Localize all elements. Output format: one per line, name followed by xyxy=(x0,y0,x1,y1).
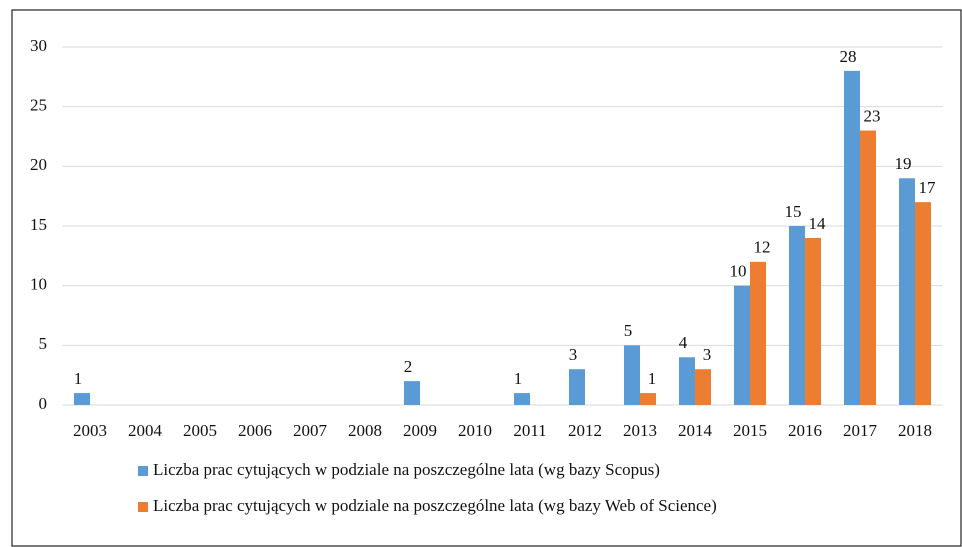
x-tick-label: 2003 xyxy=(73,421,107,440)
x-tick-label: 2016 xyxy=(788,421,822,440)
data-label: 15 xyxy=(785,202,802,221)
y-tick-label: 0 xyxy=(39,394,48,413)
legend-label: Liczba prac cytujących w podziale na pos… xyxy=(153,496,717,515)
y-tick-label: 20 xyxy=(30,155,47,174)
bar xyxy=(569,369,585,405)
bar xyxy=(640,393,656,405)
frame xyxy=(11,9,962,547)
x-tick-label: 2006 xyxy=(238,421,272,440)
data-label: 3 xyxy=(703,345,712,364)
legend-label: Liczba prac cytujących w podziale na pos… xyxy=(153,460,660,479)
data-label: 4 xyxy=(679,333,688,352)
y-tick-label: 5 xyxy=(39,334,48,353)
data-label: 19 xyxy=(895,154,912,173)
data-label: 5 xyxy=(624,321,633,340)
data-label: 17 xyxy=(919,178,937,197)
bar xyxy=(74,393,90,405)
data-label: 2 xyxy=(404,357,413,376)
y-tick-label: 30 xyxy=(30,36,47,55)
x-tick-label: 2015 xyxy=(733,421,767,440)
y-tick-label: 15 xyxy=(30,215,47,234)
data-label: 10 xyxy=(730,262,747,281)
bar xyxy=(695,369,711,405)
bar xyxy=(514,393,530,405)
x-tick-label: 2013 xyxy=(623,421,657,440)
bar xyxy=(679,357,695,405)
x-tick-label: 2008 xyxy=(348,421,382,440)
bar xyxy=(624,345,640,405)
x-tick-label: 2011 xyxy=(513,421,546,440)
data-label: 28 xyxy=(840,47,857,66)
x-tick-label: 2009 xyxy=(403,421,437,440)
x-tick-label: 2010 xyxy=(458,421,492,440)
bar xyxy=(844,70,860,405)
bar xyxy=(805,237,821,405)
x-tick-label: 2004 xyxy=(128,421,163,440)
y-tick-label: 10 xyxy=(30,275,47,294)
x-tick-label: 2012 xyxy=(568,421,602,440)
bar xyxy=(915,202,931,405)
bar xyxy=(899,178,915,405)
bar xyxy=(404,381,420,405)
legend-swatch xyxy=(138,502,148,512)
data-label: 3 xyxy=(569,345,578,364)
x-tick-label: 2007 xyxy=(293,421,328,440)
x-tick-label: 2005 xyxy=(183,421,217,440)
legend-swatch xyxy=(138,466,148,476)
bar xyxy=(860,130,876,406)
bar xyxy=(734,285,750,405)
x-tick-label: 2018 xyxy=(898,421,932,440)
y-tick-label: 25 xyxy=(30,96,47,115)
bar xyxy=(750,261,766,405)
data-label: 1 xyxy=(514,369,523,388)
data-label: 12 xyxy=(754,238,771,257)
x-tick-label: 2014 xyxy=(678,421,713,440)
bar xyxy=(789,226,805,405)
data-label: 23 xyxy=(864,106,881,125)
x-tick-label: 2017 xyxy=(843,421,878,440)
data-label: 1 xyxy=(74,369,83,388)
data-label: 14 xyxy=(809,214,827,233)
data-label: 1 xyxy=(648,369,657,388)
